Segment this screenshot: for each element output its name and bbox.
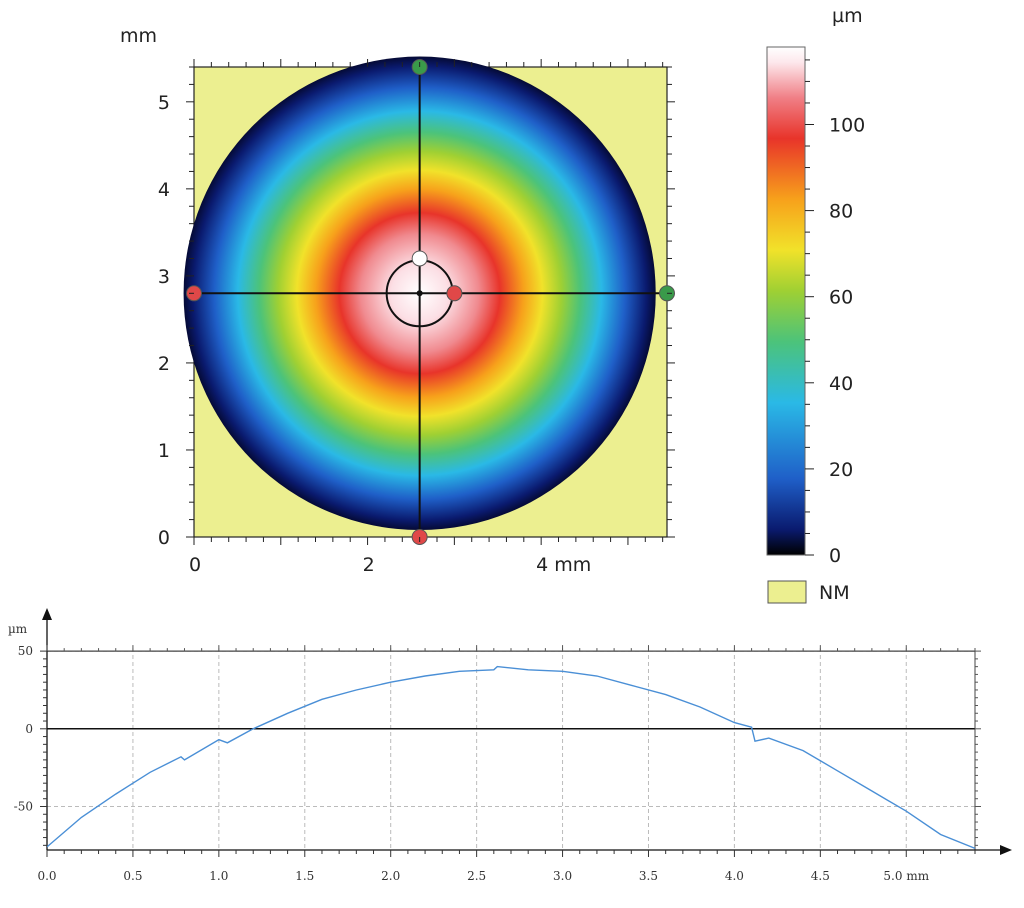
heatmap-ticks [186,59,675,545]
profile-x-tick-label: 4.5 [811,869,830,883]
colorbar-tick-label: 80 [829,201,853,223]
y-tick-label: 3 [158,266,170,288]
y-tick-label: 5 [158,92,170,114]
profile-x-tick-label: 5.0 mm [883,869,929,883]
profile-x-tick-label: 2.5 [467,869,486,883]
x-tick-label: 4 mm [536,554,591,576]
profile-x-tick-label: 0.5 [123,869,142,883]
profile-x-tick-label: 0.0 [37,869,56,883]
marker-center-right [446,285,463,302]
y-axis-arrow [42,608,52,620]
heatmap-plot: 0 2 4 mm 0 1 2 3 4 5 mm [120,25,675,576]
colorbar-tick-label: 0 [829,545,841,567]
legend-swatch [767,580,807,604]
profile-x-tick-label: 3.0 [553,869,572,883]
colorbar-tick-label: 20 [829,459,853,481]
profile-y-tick-label: 50 [18,644,33,658]
profile-x-tick-label: 3.5 [639,869,658,883]
y-tick-label: 4 [158,179,170,201]
colorbar-ramp [766,46,806,556]
center-dot [416,290,423,297]
x-axis-arrow [1000,845,1012,855]
profile-y-tick-label: -50 [14,799,33,813]
x-tick-label: 0 [189,554,201,576]
profile-x-tick-label: 4.0 [725,869,744,883]
marker-center-top [411,250,428,267]
colorbar-tick-label: 100 [829,114,865,136]
colorbar-tick-label: 60 [829,287,853,309]
y-tick-label: 1 [158,440,170,462]
profile-x-tick-label: 1.0 [209,869,228,883]
y-tick-label: 2 [158,353,170,375]
y-tick-label: 0 [158,527,170,549]
profile-series-line [47,665,975,850]
profile-y-axis-unit: µm [8,622,28,636]
profile-x-tick-label: 2.0 [381,869,400,883]
legend-label: NM [819,582,850,604]
x-tick-label: 2 [363,554,375,576]
profile-y-tick-label: 0 [25,722,33,736]
profile-plot: 0.0 0.5 1.0 1.5 2.0 2.5 3.0 3.5 4.0 4.5 5.0 mm 50 0 -… [8,608,1012,883]
colorbar-tick-label: 40 [829,373,853,395]
profile-x-tick-label: 1.5 [295,869,314,883]
y-axis-unit: mm [120,25,157,47]
colorbar: 0 20 40 60 80 100 µm NM [766,5,865,604]
colorbar-unit: µm [832,5,863,27]
